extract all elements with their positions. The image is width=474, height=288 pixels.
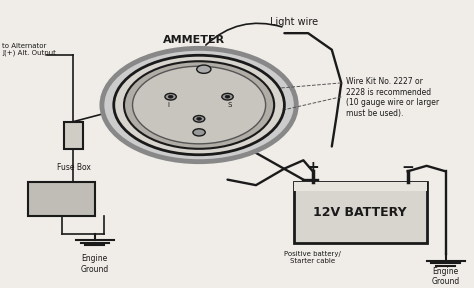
Bar [28, 182, 95, 215]
Text: Wire Kit No. 2227 or
2228 is recommended
(10 gauge wire or larger
must be used).: Wire Kit No. 2227 or 2228 is recommended… [346, 77, 439, 118]
Text: +: + [307, 160, 319, 175]
Circle shape [197, 118, 201, 120]
Text: to Alternator
J(+) Alt. Output: to Alternator J(+) Alt. Output [2, 43, 56, 56]
Circle shape [193, 129, 205, 136]
Circle shape [102, 48, 296, 162]
Circle shape [165, 93, 176, 100]
Text: Engine
Ground: Engine Ground [431, 267, 460, 286]
Text: AMMETER: AMMETER [163, 35, 226, 45]
Circle shape [168, 95, 173, 98]
Text: Vehicle
Accessories: Vehicle Accessories [39, 189, 84, 209]
Circle shape [124, 61, 274, 149]
Text: S: S [228, 102, 232, 108]
Circle shape [114, 55, 284, 155]
Text: 12V BATTERY: 12V BATTERY [313, 206, 407, 219]
Circle shape [222, 93, 233, 100]
Text: Positive battery/
Starter cable: Positive battery/ Starter cable [284, 251, 341, 264]
Bar [294, 182, 427, 243]
Text: −: − [401, 160, 414, 175]
Circle shape [193, 115, 205, 122]
Text: Fuse Box: Fuse Box [56, 163, 91, 172]
Bar [294, 182, 427, 191]
Circle shape [197, 65, 211, 73]
Text: I: I [167, 102, 169, 108]
Bar [64, 122, 83, 149]
Text: Engine
Ground: Engine Ground [81, 254, 109, 274]
Circle shape [225, 95, 230, 98]
Circle shape [133, 66, 265, 144]
Text: Light wire: Light wire [270, 17, 318, 27]
